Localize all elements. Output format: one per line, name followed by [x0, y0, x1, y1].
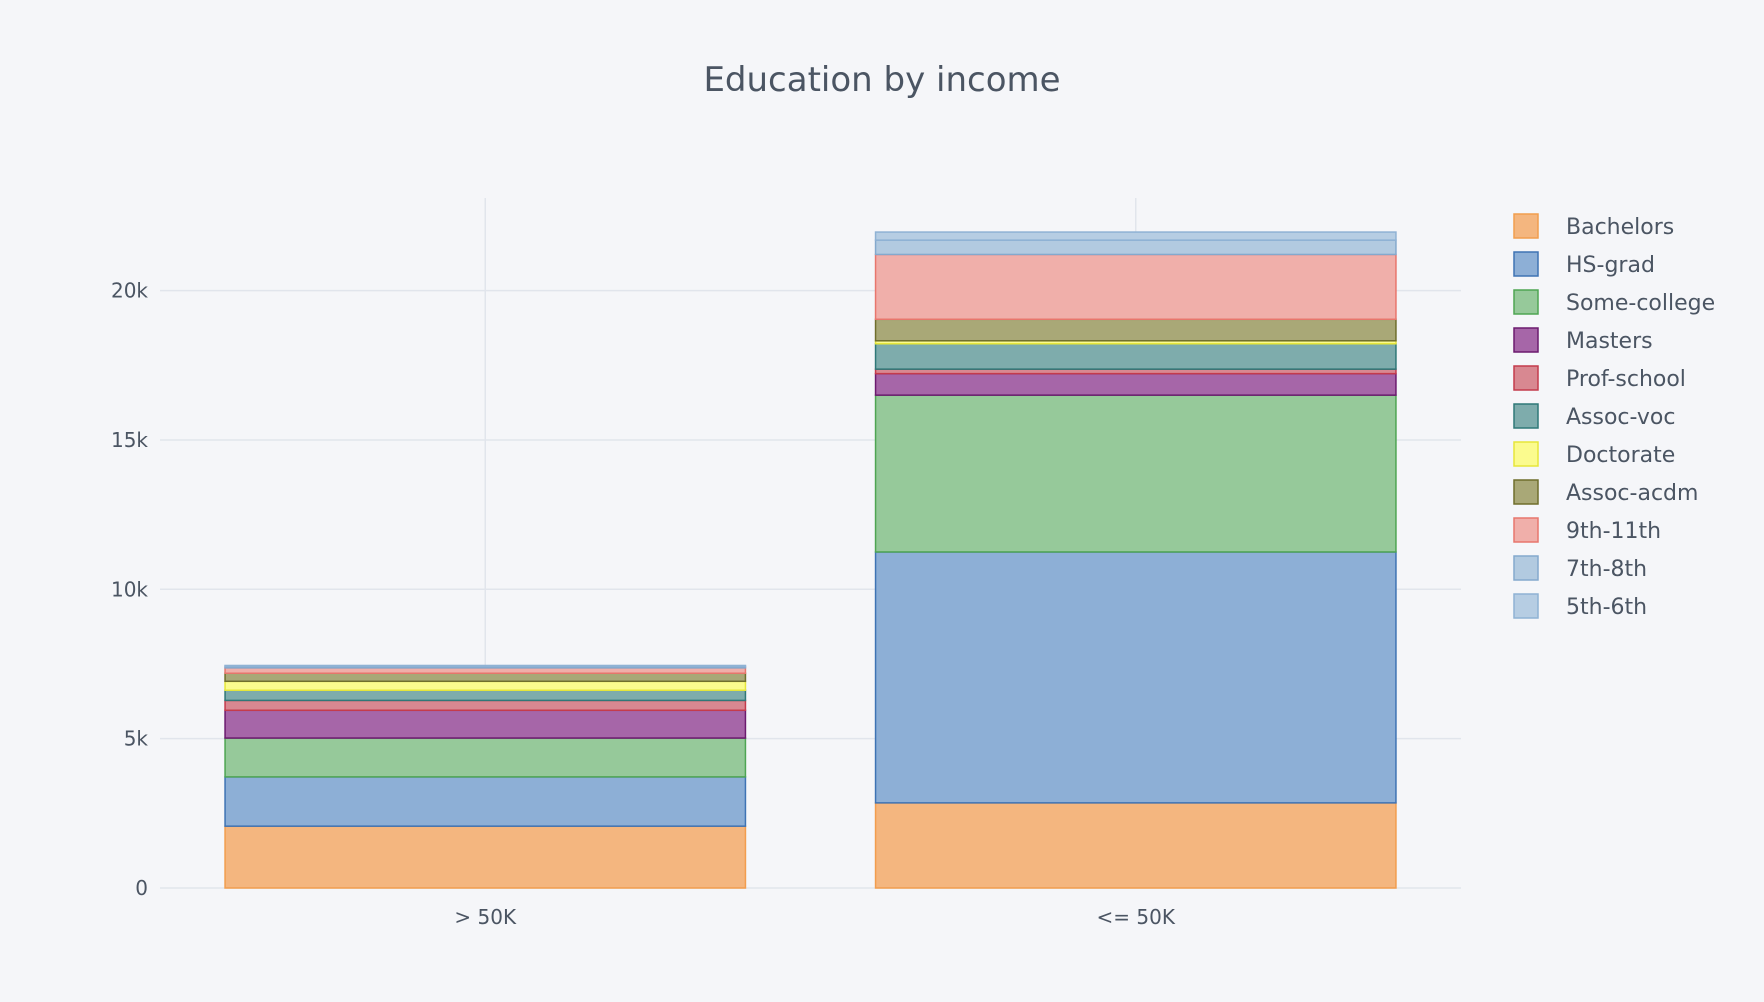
- legend-swatch: [1513, 593, 1539, 619]
- bar-segment[interactable]: [874, 231, 1397, 241]
- chart-title: Education by income: [703, 60, 1061, 100]
- bar-segment[interactable]: [224, 737, 747, 778]
- x-tick-label: <= 50K: [1097, 905, 1176, 929]
- legend-swatch: [1513, 327, 1539, 353]
- bar-segment[interactable]: [874, 551, 1397, 804]
- y-tick-label: 15k: [111, 428, 148, 452]
- bar-segment[interactable]: [874, 253, 1397, 321]
- legend-label: Doctorate: [1566, 443, 1675, 468]
- legend-item[interactable]: Masters: [1513, 327, 1653, 354]
- legend-swatch: [1513, 365, 1539, 391]
- bar-segment[interactable]: [224, 680, 747, 692]
- legend-item[interactable]: HS-grad: [1513, 251, 1655, 278]
- bars-layer: [224, 231, 1397, 889]
- legend-item[interactable]: 5th-6th: [1513, 593, 1647, 620]
- legend: Bachelors HS-grad Some-college Masters Prof-…: [1513, 213, 1715, 620]
- legend-swatch: [1513, 213, 1539, 239]
- legend-item[interactable]: Doctorate: [1513, 441, 1675, 468]
- legend-item[interactable]: Some-college: [1513, 289, 1715, 316]
- bar-segment[interactable]: [224, 776, 747, 827]
- bar-segment[interactable]: [874, 343, 1397, 370]
- legend-label: Some-college: [1566, 291, 1715, 316]
- legend-swatch: [1513, 479, 1539, 505]
- legend-label: Bachelors: [1566, 215, 1674, 240]
- bar-segment[interactable]: [224, 672, 747, 683]
- legend-label: Masters: [1566, 329, 1653, 354]
- legend-label: 9th-11th: [1566, 519, 1661, 544]
- axis-layer: 0 5k 10k 15k 20k > 50K <= 50K: [111, 279, 1176, 929]
- legend-label: Prof-school: [1566, 367, 1686, 392]
- legend-item[interactable]: Prof-school: [1513, 365, 1686, 392]
- y-tick-label: 10k: [111, 577, 148, 601]
- bar-segment[interactable]: [874, 239, 1397, 256]
- legend-label: 7th-8th: [1566, 557, 1647, 582]
- bar-segment[interactable]: [874, 372, 1397, 396]
- bar-segment[interactable]: [874, 394, 1397, 553]
- legend-item[interactable]: 9th-11th: [1513, 517, 1661, 544]
- legend-item[interactable]: Assoc-acdm: [1513, 479, 1698, 506]
- legend-label: Assoc-acdm: [1566, 481, 1698, 506]
- legend-label: HS-grad: [1566, 253, 1655, 278]
- y-tick-label: 0: [135, 876, 148, 900]
- y-tick-label: 20k: [111, 279, 148, 303]
- bar-segment[interactable]: [224, 664, 747, 668]
- bar-segment[interactable]: [224, 825, 747, 889]
- bar-segment[interactable]: [874, 318, 1397, 342]
- bar-segment[interactable]: [224, 689, 747, 702]
- legend-swatch: [1513, 555, 1539, 581]
- legend-item[interactable]: Bachelors: [1513, 213, 1674, 240]
- bar-segment[interactable]: [224, 709, 747, 739]
- legend-item[interactable]: Assoc-voc: [1513, 403, 1675, 430]
- legend-item[interactable]: 7th-8th: [1513, 555, 1647, 582]
- bar-segment[interactable]: [224, 699, 747, 712]
- y-tick-label: 5k: [124, 727, 149, 751]
- legend-swatch: [1513, 289, 1539, 315]
- legend-swatch: [1513, 517, 1539, 543]
- legend-label: 5th-6th: [1566, 595, 1647, 620]
- legend-label: Assoc-voc: [1566, 405, 1675, 430]
- bar-segment[interactable]: [874, 802, 1397, 889]
- bar-segment[interactable]: [224, 667, 747, 674]
- legend-swatch: [1513, 403, 1539, 429]
- x-tick-label: > 50K: [454, 905, 517, 929]
- legend-swatch: [1513, 441, 1539, 467]
- legend-swatch: [1513, 251, 1539, 277]
